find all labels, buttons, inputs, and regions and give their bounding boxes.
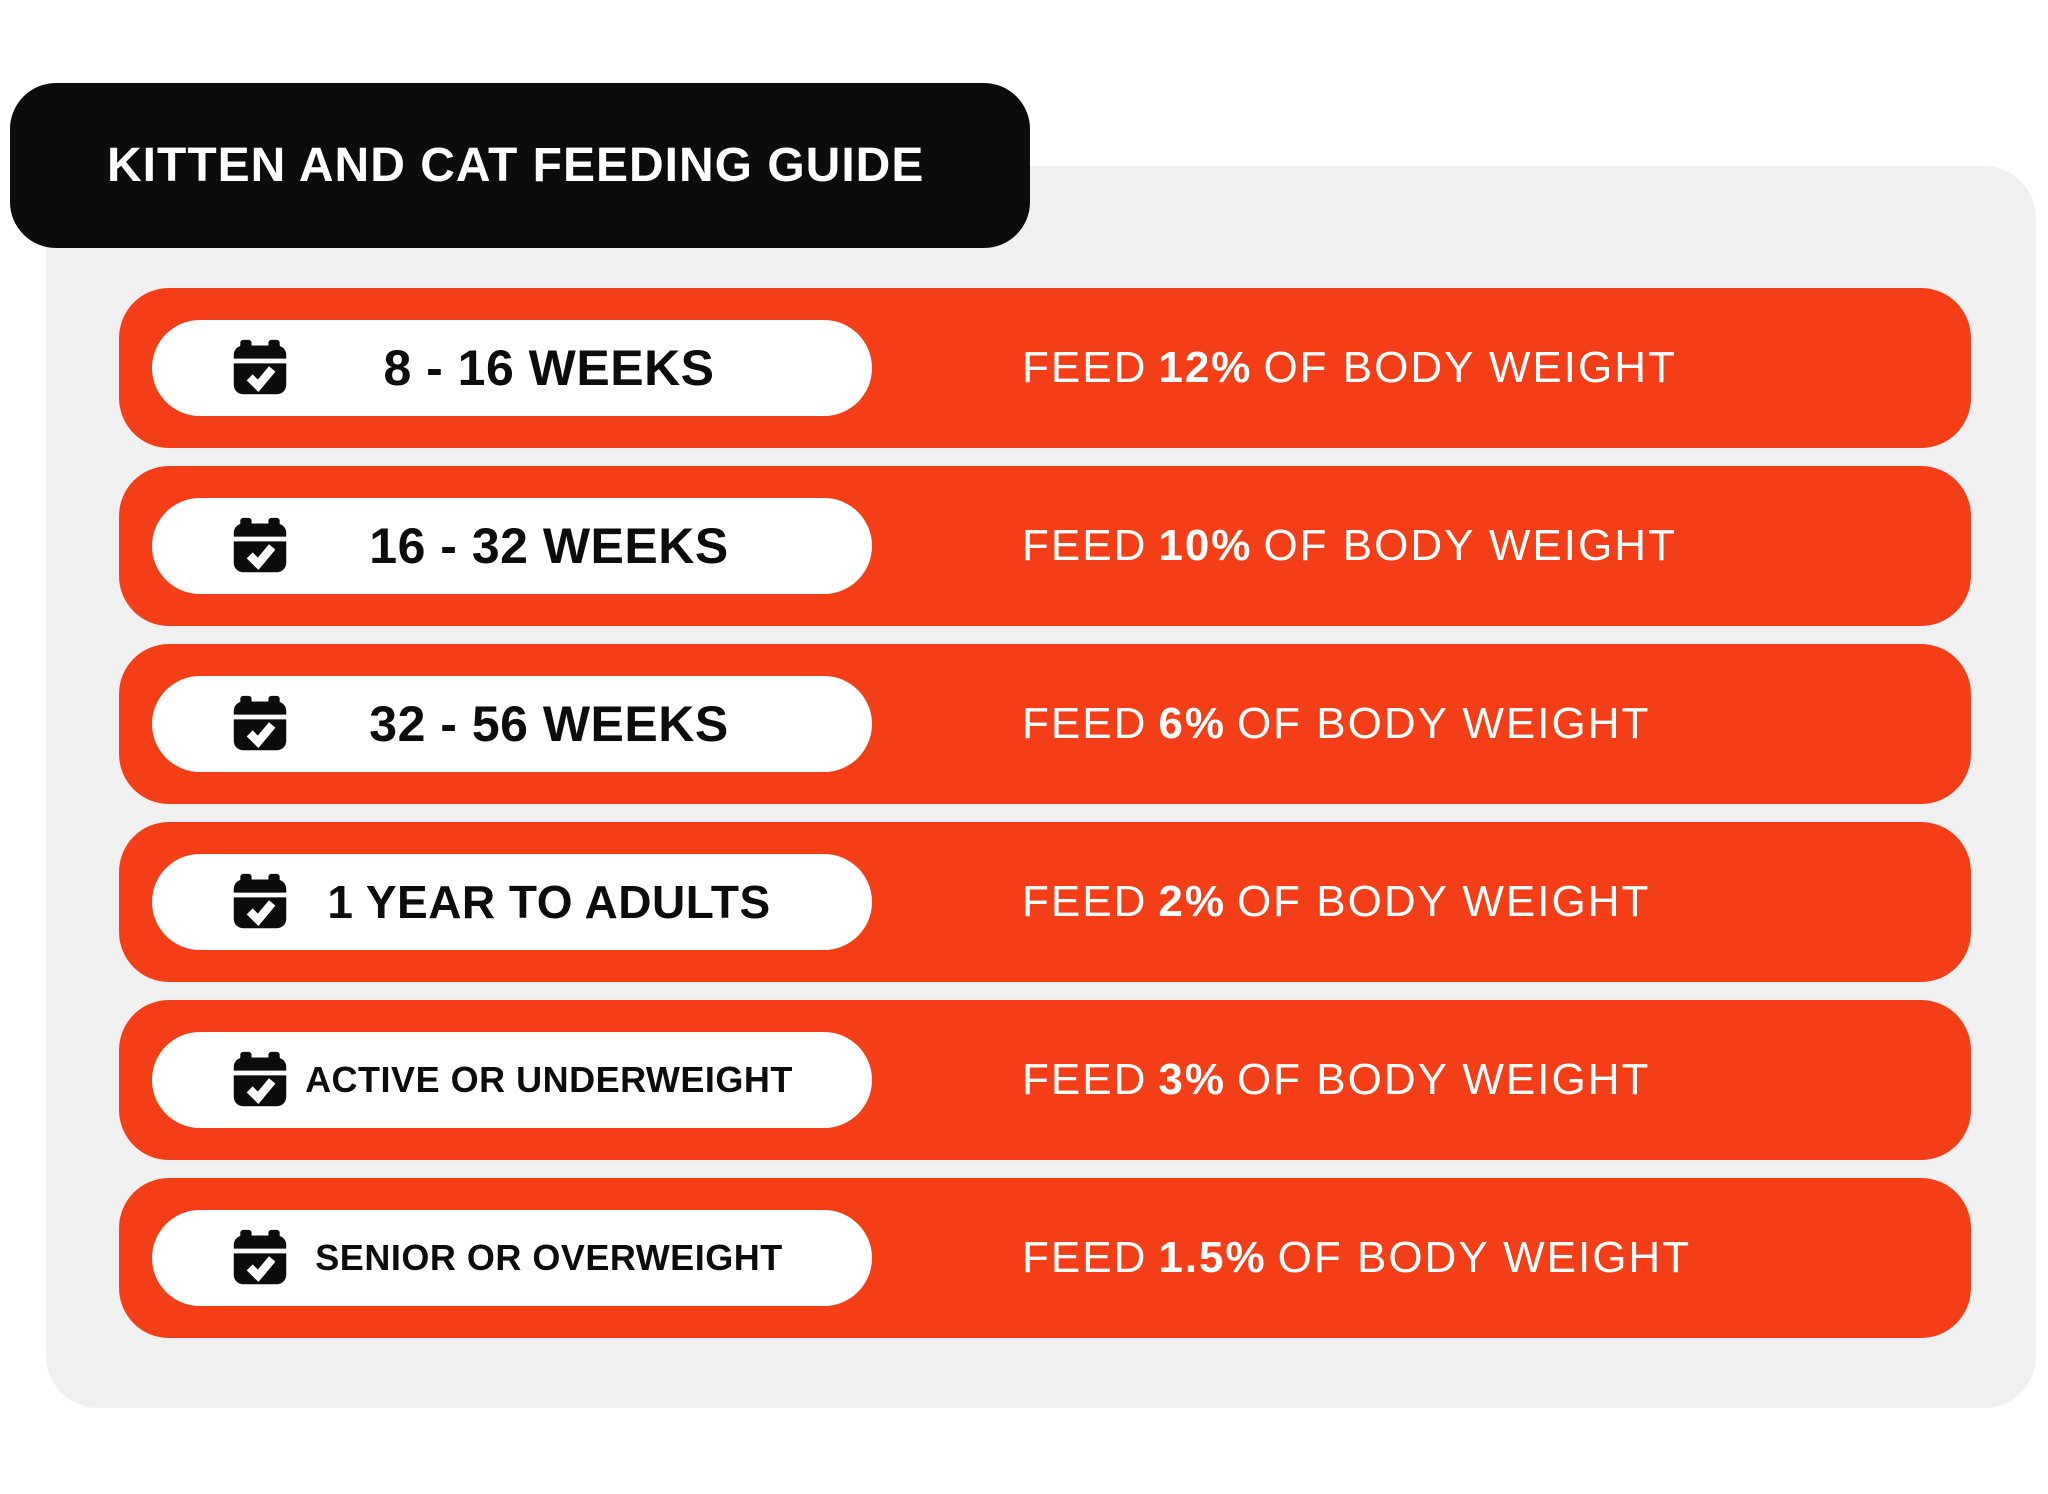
feed-instruction: FEED 12% OF BODY WEIGHT [1022, 343, 1677, 393]
page-title: KITTEN AND CAT FEEDING GUIDE [107, 139, 925, 192]
age-label: 1 YEAR TO ADULTS [327, 876, 771, 928]
calendar-check-icon [233, 1229, 287, 1285]
feed-percent: 10% [1158, 521, 1253, 570]
feed-prefix: FEED [1022, 699, 1148, 748]
age-pill: SENIOR OR OVERWEIGHT [152, 1210, 872, 1306]
title-banner: KITTEN AND CAT FEEDING GUIDE [10, 83, 1030, 248]
feed-suffix: OF BODY WEIGHT [1236, 699, 1651, 748]
feed-prefix: FEED [1022, 1233, 1148, 1282]
age-pill: 16 - 32 WEEKS [152, 498, 872, 594]
feeding-row-32-56-weeks: 32 - 56 WEEKS FEED 6% OF BODY WEIGHT [119, 644, 1971, 804]
feed-prefix: FEED [1022, 1055, 1148, 1104]
feed-instruction: FEED 1.5% OF BODY WEIGHT [1022, 1233, 1691, 1283]
feed-instruction: FEED 10% OF BODY WEIGHT [1022, 521, 1677, 571]
feeding-row-active-or-underweight: ACTIVE OR UNDERWEIGHT FEED 3% OF BODY WEIG… [119, 1000, 1971, 1160]
age-pill: ACTIVE OR UNDERWEIGHT [152, 1032, 872, 1128]
feed-suffix: OF BODY WEIGHT [1236, 1055, 1651, 1104]
age-pill: 8 - 16 WEEKS [152, 320, 872, 416]
feeding-row-8-16-weeks: 8 - 16 WEEKS FEED 12% OF BODY WEIGHT [119, 288, 1971, 448]
feed-percent: 2% [1158, 877, 1226, 926]
feed-suffix: OF BODY WEIGHT [1236, 877, 1651, 926]
feed-percent: 1.5% [1158, 1233, 1267, 1282]
feed-instruction: FEED 6% OF BODY WEIGHT [1022, 699, 1650, 749]
calendar-check-icon [233, 695, 287, 751]
age-pill: 32 - 56 WEEKS [152, 676, 872, 772]
feed-percent: 12% [1158, 343, 1253, 392]
calendar-check-icon [233, 339, 287, 395]
calendar-check-icon [233, 873, 287, 929]
age-label: SENIOR OR OVERWEIGHT [315, 1237, 783, 1278]
age-pill: 1 YEAR TO ADULTS [152, 854, 872, 950]
feeding-rows: 8 - 16 WEEKS FEED 12% OF BODY WEIGHT 16 - … [119, 288, 1971, 1356]
age-label: 16 - 32 WEEKS [369, 518, 729, 574]
feed-suffix: OF BODY WEIGHT [1277, 1233, 1692, 1282]
feeding-row-16-32-weeks: 16 - 32 WEEKS FEED 10% OF BODY WEIGHT [119, 466, 1971, 626]
calendar-check-icon [233, 517, 287, 573]
feed-instruction: FEED 3% OF BODY WEIGHT [1022, 1055, 1650, 1105]
feeding-row-senior-or-overweight: SENIOR OR OVERWEIGHT FEED 1.5% OF BODY WEI… [119, 1178, 1971, 1338]
feed-suffix: OF BODY WEIGHT [1263, 521, 1677, 570]
calendar-check-icon [233, 1051, 287, 1107]
feed-prefix: FEED [1022, 877, 1148, 926]
feed-instruction: FEED 2% OF BODY WEIGHT [1022, 877, 1650, 927]
feeding-row-1-year-to-adults: 1 YEAR TO ADULTS FEED 2% OF BODY WEIGHT [119, 822, 1971, 982]
feed-prefix: FEED [1022, 521, 1148, 570]
feed-percent: 6% [1158, 699, 1226, 748]
feed-percent: 3% [1158, 1055, 1226, 1104]
age-label: ACTIVE OR UNDERWEIGHT [305, 1059, 793, 1100]
age-label: 8 - 16 WEEKS [383, 340, 715, 396]
feed-suffix: OF BODY WEIGHT [1263, 343, 1677, 392]
feed-prefix: FEED [1022, 343, 1148, 392]
age-label: 32 - 56 WEEKS [369, 696, 729, 752]
